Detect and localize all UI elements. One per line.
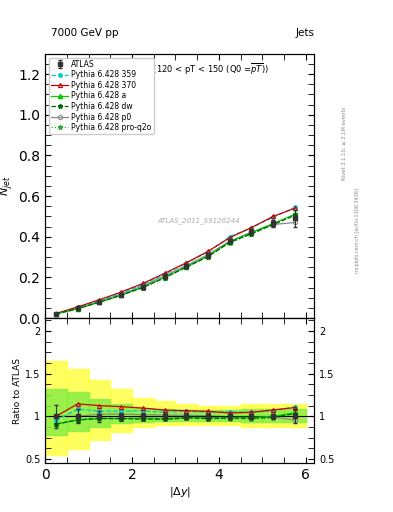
Pythia 6.428 dw bbox=[75, 306, 80, 312]
Pythia 6.428 pro-q2o bbox=[184, 264, 189, 270]
Pythia 6.428 a bbox=[228, 239, 232, 245]
Pythia 6.428 pro-q2o bbox=[206, 253, 210, 260]
Pythia 6.428 p0 bbox=[54, 310, 59, 316]
Pythia 6.428 dw bbox=[54, 311, 59, 317]
Pythia 6.428 pro-q2o bbox=[228, 240, 232, 246]
Pythia 6.428 p0 bbox=[97, 298, 102, 305]
Text: Rivet 3.1.10, ≥ 3.1M events: Rivet 3.1.10, ≥ 3.1M events bbox=[342, 106, 346, 180]
Pythia 6.428 pro-q2o bbox=[119, 292, 123, 298]
Pythia 6.428 359 bbox=[184, 260, 189, 266]
Pythia 6.428 a bbox=[97, 299, 102, 305]
Pythia 6.428 359 bbox=[119, 290, 123, 296]
Pythia 6.428 359 bbox=[162, 271, 167, 278]
Pythia 6.428 a bbox=[162, 274, 167, 281]
Pythia 6.428 370 bbox=[292, 205, 297, 211]
Pythia 6.428 dw bbox=[184, 264, 189, 270]
Pythia 6.428 p0 bbox=[184, 263, 189, 269]
Pythia 6.428 a bbox=[206, 253, 210, 259]
Pythia 6.428 370 bbox=[271, 214, 275, 220]
Pythia 6.428 p0 bbox=[75, 305, 80, 311]
X-axis label: $|\Delta y|$: $|\Delta y|$ bbox=[169, 485, 191, 499]
Pythia 6.428 a bbox=[75, 306, 80, 312]
Pythia 6.428 dw bbox=[228, 239, 232, 245]
Legend: ATLAS, Pythia 6.428 359, Pythia 6.428 370, Pythia 6.428 a, Pythia 6.428 dw, Pyth: ATLAS, Pythia 6.428 359, Pythia 6.428 37… bbox=[49, 57, 154, 134]
Line: Pythia 6.428 370: Pythia 6.428 370 bbox=[54, 206, 297, 315]
Text: $N_{jet}$ vs $\Delta y$ (FB) (120 < pT < 150 (Q0 =$\overline{pT}$)): $N_{jet}$ vs $\Delta y$ (FB) (120 < pT <… bbox=[91, 61, 269, 77]
Pythia 6.428 p0 bbox=[206, 251, 210, 258]
Pythia 6.428 dw bbox=[97, 299, 102, 305]
Pythia 6.428 370 bbox=[54, 310, 59, 316]
Y-axis label: Ratio to ATLAS: Ratio to ATLAS bbox=[13, 358, 22, 424]
Y-axis label: $\overline{N}_{jet}$: $\overline{N}_{jet}$ bbox=[0, 176, 16, 196]
Pythia 6.428 370 bbox=[184, 260, 189, 266]
Pythia 6.428 370 bbox=[97, 296, 102, 303]
Pythia 6.428 pro-q2o bbox=[249, 231, 254, 238]
Line: Pythia 6.428 a: Pythia 6.428 a bbox=[54, 212, 297, 316]
Pythia 6.428 370 bbox=[162, 270, 167, 276]
Text: 7000 GeV pp: 7000 GeV pp bbox=[51, 28, 119, 38]
Pythia 6.428 p0 bbox=[271, 221, 275, 227]
Text: Jets: Jets bbox=[296, 28, 314, 38]
Pythia 6.428 p0 bbox=[228, 238, 232, 244]
Pythia 6.428 pro-q2o bbox=[292, 211, 297, 218]
Pythia 6.428 a bbox=[249, 229, 254, 236]
Pythia 6.428 370 bbox=[119, 289, 123, 295]
Pythia 6.428 359 bbox=[206, 249, 210, 255]
Pythia 6.428 a bbox=[119, 292, 123, 298]
Pythia 6.428 p0 bbox=[141, 283, 145, 289]
Pythia 6.428 dw bbox=[249, 230, 254, 237]
Text: ATLAS_2011_S9126244: ATLAS_2011_S9126244 bbox=[157, 217, 240, 224]
Pythia 6.428 a bbox=[141, 284, 145, 290]
Pythia 6.428 370 bbox=[249, 224, 254, 230]
Pythia 6.428 pro-q2o bbox=[141, 285, 145, 291]
Pythia 6.428 370 bbox=[75, 304, 80, 310]
Pythia 6.428 pro-q2o bbox=[75, 306, 80, 312]
Pythia 6.428 359 bbox=[228, 233, 232, 240]
Pythia 6.428 dw bbox=[206, 253, 210, 260]
Pythia 6.428 p0 bbox=[249, 229, 254, 236]
Pythia 6.428 370 bbox=[141, 281, 145, 287]
Pythia 6.428 dw bbox=[292, 212, 297, 219]
Pythia 6.428 pro-q2o bbox=[271, 222, 275, 228]
Pythia 6.428 pro-q2o bbox=[54, 311, 59, 317]
Pythia 6.428 dw bbox=[271, 221, 275, 227]
Pythia 6.428 p0 bbox=[292, 220, 297, 226]
Pythia 6.428 a bbox=[184, 264, 189, 270]
Line: Pythia 6.428 359: Pythia 6.428 359 bbox=[54, 205, 297, 315]
Pythia 6.428 a bbox=[271, 221, 275, 227]
Line: Pythia 6.428 dw: Pythia 6.428 dw bbox=[53, 213, 297, 316]
Line: Pythia 6.428 pro-q2o: Pythia 6.428 pro-q2o bbox=[53, 212, 297, 316]
Pythia 6.428 dw bbox=[141, 285, 145, 291]
Pythia 6.428 359 bbox=[75, 304, 80, 310]
Text: mcplots.cern.ch [arXiv:1306.3436]: mcplots.cern.ch [arXiv:1306.3436] bbox=[355, 188, 360, 273]
Pythia 6.428 p0 bbox=[119, 291, 123, 297]
Pythia 6.428 359 bbox=[271, 215, 275, 221]
Pythia 6.428 a bbox=[292, 211, 297, 218]
Pythia 6.428 dw bbox=[119, 292, 123, 298]
Pythia 6.428 359 bbox=[54, 311, 59, 317]
Pythia 6.428 359 bbox=[97, 297, 102, 304]
Pythia 6.428 359 bbox=[292, 204, 297, 210]
Pythia 6.428 dw bbox=[162, 275, 167, 281]
Pythia 6.428 359 bbox=[141, 282, 145, 288]
Pythia 6.428 a bbox=[54, 311, 59, 317]
Pythia 6.428 pro-q2o bbox=[162, 275, 167, 281]
Pythia 6.428 p0 bbox=[162, 273, 167, 279]
Pythia 6.428 pro-q2o bbox=[97, 299, 102, 305]
Line: Pythia 6.428 p0: Pythia 6.428 p0 bbox=[54, 220, 297, 315]
Pythia 6.428 359 bbox=[249, 224, 254, 230]
Pythia 6.428 370 bbox=[206, 248, 210, 254]
Pythia 6.428 370 bbox=[228, 234, 232, 241]
